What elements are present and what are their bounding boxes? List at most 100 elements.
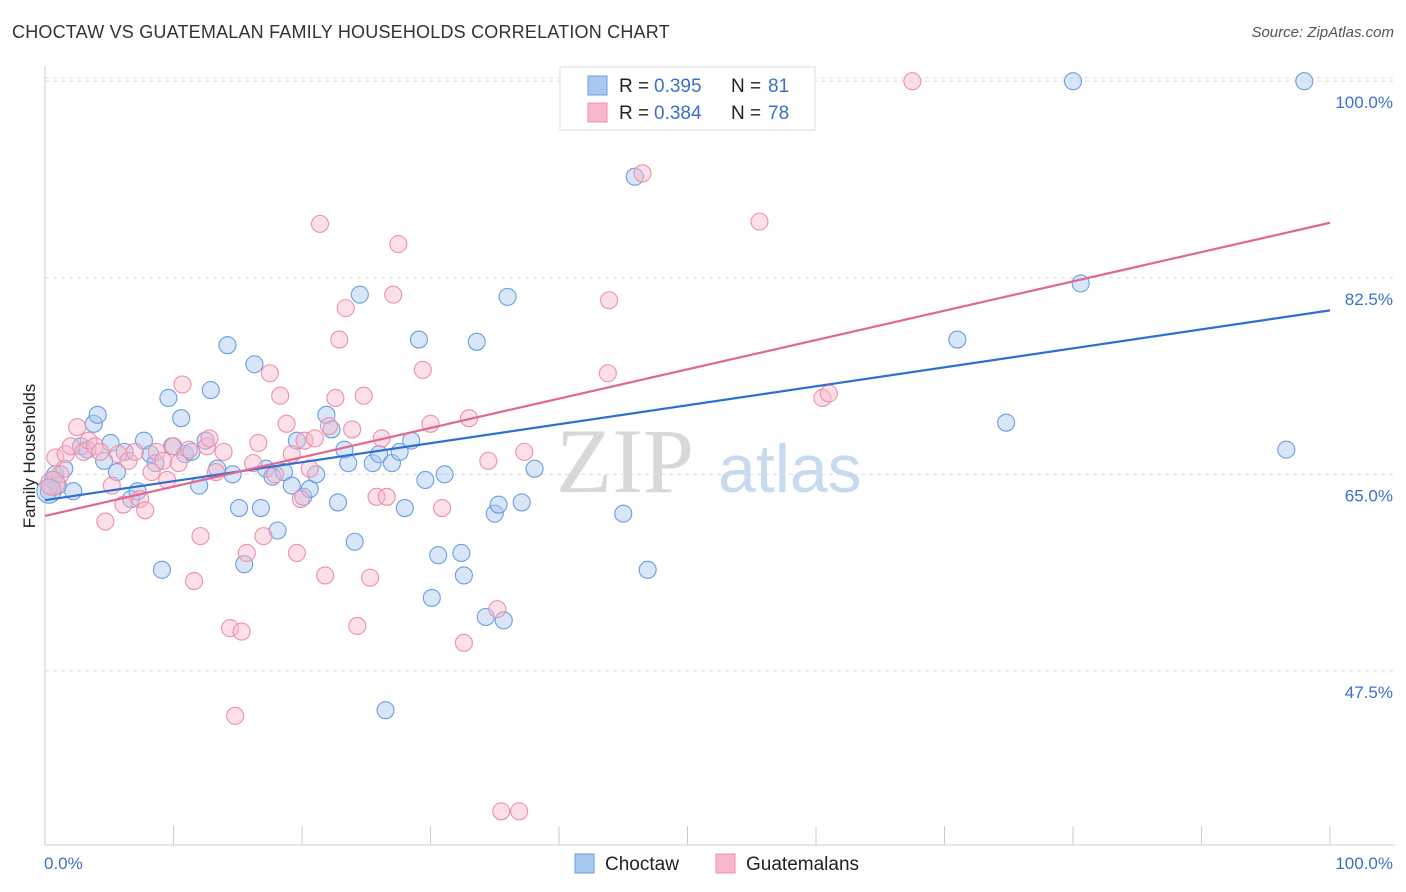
axes xyxy=(44,66,1395,846)
chart-source: Source: ZipAtlas.com xyxy=(1251,24,1394,41)
guatemalans-point xyxy=(265,465,285,484)
guatemalans-point xyxy=(377,487,396,506)
guatemalans-point xyxy=(454,633,473,652)
guatemalans-point xyxy=(389,235,408,254)
chart-title: CHOCTAW VS GUATEMALAN FAMILY HOUSEHOLDS … xyxy=(12,22,670,42)
correlation-legend: R = 0.395 N = 81 R = 0.384 N = 78 xyxy=(559,66,816,131)
watermark-atlas: atlas xyxy=(718,431,862,507)
guatemalans-point xyxy=(305,429,324,448)
guatemalans-point xyxy=(384,285,403,304)
choctaw-point xyxy=(948,330,967,349)
grid-lines xyxy=(45,77,1395,672)
guatemalans-point xyxy=(260,364,279,383)
guatemalans-point xyxy=(232,622,251,641)
trend-lines xyxy=(44,221,1331,517)
y-tick-label: 47.5% xyxy=(1345,683,1393,702)
choctaw-point xyxy=(494,611,513,630)
guatemalans-point xyxy=(361,568,380,587)
guatemalans-point xyxy=(185,572,204,591)
guatemalans-point xyxy=(254,527,273,546)
legend-swatch-choctaw xyxy=(587,75,608,96)
guatemalans-point xyxy=(86,437,105,456)
guatemalans-point xyxy=(169,454,188,473)
guatemalans-point xyxy=(492,802,511,821)
choctaw-point xyxy=(395,498,414,518)
choctaw-point xyxy=(416,470,435,490)
choctaw-point xyxy=(485,504,504,523)
choctaw-trend-line xyxy=(44,309,1331,502)
legend-r-label-1: R = xyxy=(619,76,649,97)
guatemalans-point xyxy=(136,501,155,520)
choctaw-point xyxy=(1295,72,1314,91)
y-tick-label: 82.5% xyxy=(1345,290,1393,309)
guatemalans-point xyxy=(354,386,373,405)
bottom-legend-swatch-choctaw xyxy=(574,853,595,874)
choctaw-point xyxy=(322,420,341,439)
guatemalans-point xyxy=(214,442,233,461)
choctaw-point xyxy=(328,493,348,512)
choctaw-point xyxy=(525,459,544,478)
guatemalans-point xyxy=(41,476,60,495)
guatemalans-point xyxy=(819,384,838,403)
choctaw-point xyxy=(363,454,382,473)
choctaw-point xyxy=(159,388,178,408)
choctaw-point xyxy=(467,332,486,351)
guatemalans-point xyxy=(96,512,115,531)
choctaw-point xyxy=(512,493,531,512)
choctaw-point xyxy=(107,463,127,482)
legend-n-value-2: 78 xyxy=(768,103,789,124)
x-tick-label: 0.0% xyxy=(44,854,83,873)
choctaw-point xyxy=(229,498,249,518)
guatemalans-point xyxy=(510,802,529,821)
legend-r-value-1: 0.395 xyxy=(654,76,702,97)
choctaw-point xyxy=(614,504,633,523)
choctaw-point xyxy=(454,566,473,585)
guatemalans-point xyxy=(119,451,138,470)
guatemalans-point xyxy=(633,164,652,183)
bottom-legend-swatch-guatemalans xyxy=(715,853,736,874)
guatemalans-point xyxy=(220,619,240,638)
guatemalans-point xyxy=(125,442,144,461)
guatemalans-point xyxy=(291,490,310,509)
choctaw-point xyxy=(282,476,301,495)
legend-r-label-2: R = xyxy=(619,103,649,124)
choctaw-point xyxy=(376,701,395,720)
choctaw-point xyxy=(287,431,306,450)
guatemalans-point xyxy=(237,543,256,563)
choctaw-point xyxy=(36,478,62,504)
choctaw-point xyxy=(350,285,369,304)
choctaw-point xyxy=(172,409,191,428)
y-axis-label: Family Households xyxy=(20,384,39,529)
guatemalans-point xyxy=(903,72,922,91)
x-tick-label: 100.0% xyxy=(1335,854,1393,873)
guatemalans-point xyxy=(271,386,290,405)
guatemalans-point xyxy=(179,440,198,459)
y-tick-label: 65.0% xyxy=(1345,486,1393,505)
guatemalans-point xyxy=(154,451,173,470)
guatemalans-point xyxy=(173,375,192,394)
guatemalans-point xyxy=(200,429,219,448)
watermark-zip: ZIP xyxy=(556,410,694,512)
choctaw-point xyxy=(251,498,270,518)
guatemalans-point xyxy=(326,388,345,408)
choctaw-point xyxy=(235,555,254,574)
guatemalans-point xyxy=(413,360,432,379)
guatemalans-point xyxy=(367,487,386,506)
choctaw-point xyxy=(245,355,264,374)
guatemalans-point xyxy=(142,463,161,482)
guatemalans-point xyxy=(164,437,183,456)
guatemalans-point xyxy=(316,566,335,585)
guatemalans-point xyxy=(277,414,296,433)
choctaw-point xyxy=(498,287,517,306)
guatemalans-point xyxy=(249,433,268,452)
choctaw-point xyxy=(1063,72,1083,91)
choctaw-point xyxy=(435,465,454,484)
series-legend: Choctaw Guatemalans xyxy=(574,853,859,875)
choctaw-point xyxy=(218,336,237,355)
guatemalans-point xyxy=(479,451,498,470)
guatemalans-point xyxy=(600,291,619,310)
legend-swatch-guatemalans xyxy=(587,102,608,123)
choctaw-point xyxy=(152,560,171,579)
choctaw-point xyxy=(409,330,428,349)
